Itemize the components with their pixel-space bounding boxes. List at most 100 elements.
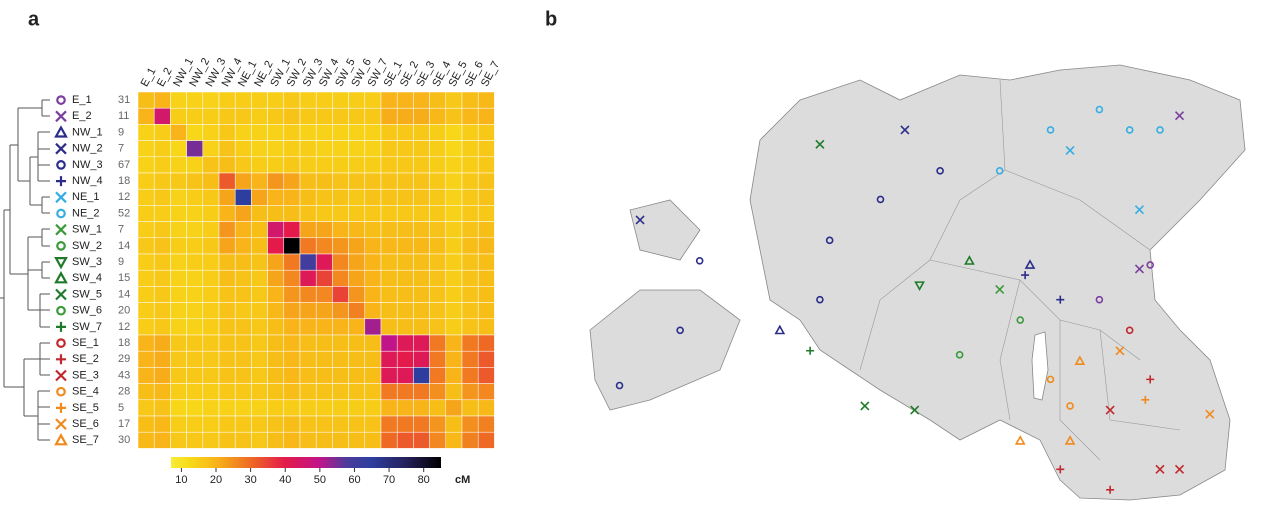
heat-cell — [251, 302, 268, 320]
heat-cell — [413, 334, 430, 352]
heat-cell — [170, 237, 187, 255]
heat-cell — [153, 318, 171, 336]
heat-cell — [380, 269, 398, 287]
heat-cell — [396, 431, 414, 449]
heat-cell — [299, 140, 317, 158]
heat-cell — [348, 286, 366, 303]
row-count: 5 — [118, 402, 124, 414]
heat-cell — [348, 188, 366, 206]
heat-cell — [396, 302, 414, 320]
heat-cell — [267, 415, 285, 433]
heat-cell — [186, 205, 204, 222]
heat-cell — [137, 156, 155, 174]
heat-cell — [218, 188, 236, 206]
heat-cell — [299, 107, 317, 125]
heat-cell — [348, 237, 366, 255]
heat-cell — [299, 124, 317, 141]
heat-cell — [461, 269, 479, 287]
heat-cell — [477, 91, 495, 109]
heat-cell — [429, 415, 447, 433]
heat-cell — [315, 107, 333, 125]
heat-cell — [251, 205, 268, 222]
heat-cell — [137, 91, 155, 109]
heat-cell — [251, 221, 268, 239]
heat-cell — [348, 269, 366, 287]
heat-cell — [186, 286, 204, 303]
heat-cell — [461, 367, 479, 384]
heat-cell — [218, 302, 236, 320]
heat-cell — [299, 172, 317, 190]
heat-cell — [153, 237, 171, 255]
heat-cell — [315, 205, 333, 222]
heat-cell — [202, 156, 220, 174]
heat-cell — [380, 318, 398, 336]
heat-cell — [461, 91, 479, 109]
heat-cell — [137, 302, 155, 320]
heat-cell — [267, 237, 285, 255]
heat-cell — [218, 156, 236, 174]
heat-cell — [218, 334, 236, 352]
heat-cell — [218, 415, 236, 433]
heat-cell — [153, 399, 171, 417]
heat-cell — [429, 205, 447, 222]
row-count: 20 — [118, 305, 130, 317]
marker — [914, 281, 925, 291]
row-label: SW_3 — [72, 256, 102, 268]
heat-cell — [364, 286, 382, 303]
row-count: 30 — [118, 434, 130, 446]
heat-cell — [234, 367, 252, 384]
heat-cell — [477, 107, 495, 125]
heat-cell — [251, 237, 268, 255]
heat-cell — [283, 221, 301, 239]
heat-cell — [461, 302, 479, 320]
heat-cell — [251, 188, 268, 206]
heat-cell — [413, 172, 430, 190]
heat-cell — [153, 253, 171, 271]
heat-cell — [364, 188, 382, 206]
heat-cell — [234, 350, 252, 368]
heat-cell — [364, 91, 382, 109]
heat-cell — [234, 205, 252, 222]
heat-cell — [234, 253, 252, 271]
heat-cell — [332, 383, 349, 401]
heat-cell — [251, 431, 268, 449]
colorbar-tick-label: 10 — [175, 474, 187, 486]
heat-cell — [348, 172, 366, 190]
heat-cell — [461, 156, 479, 174]
heat-cell — [170, 350, 187, 368]
heat-cell — [413, 205, 430, 222]
heat-cell — [283, 302, 301, 320]
heat-cell — [153, 286, 171, 303]
heat-cell — [267, 350, 285, 368]
heat-cell — [332, 205, 349, 222]
heat-cell — [315, 383, 333, 401]
row-count: 17 — [118, 418, 130, 430]
heat-cell — [364, 334, 382, 352]
heat-cell — [218, 367, 236, 384]
heat-cell — [396, 156, 414, 174]
heat-cell — [299, 415, 317, 433]
row-label: NE_2 — [72, 207, 100, 219]
heat-cell — [429, 221, 447, 239]
marker — [1205, 409, 1215, 419]
heat-cell — [445, 205, 463, 222]
heat-cell — [218, 431, 236, 449]
heat-cell — [332, 140, 349, 158]
marker — [860, 401, 870, 411]
row-label: SE_7 — [72, 434, 99, 446]
heat-cell — [332, 286, 349, 303]
heat-cell — [461, 334, 479, 352]
heat-cell — [299, 91, 317, 109]
heat-cell — [251, 107, 268, 125]
marker — [1021, 271, 1030, 280]
heat-cell — [364, 383, 382, 401]
row-label: SE_1 — [72, 337, 99, 349]
heat-cell — [429, 107, 447, 125]
colorbar-tick-label: 60 — [348, 474, 360, 486]
heat-cell — [380, 350, 398, 368]
heat-cell — [170, 399, 187, 417]
heat-cell — [137, 237, 155, 255]
heat-cell — [429, 124, 447, 141]
heat-cell — [218, 253, 236, 271]
heat-cell — [137, 188, 155, 206]
